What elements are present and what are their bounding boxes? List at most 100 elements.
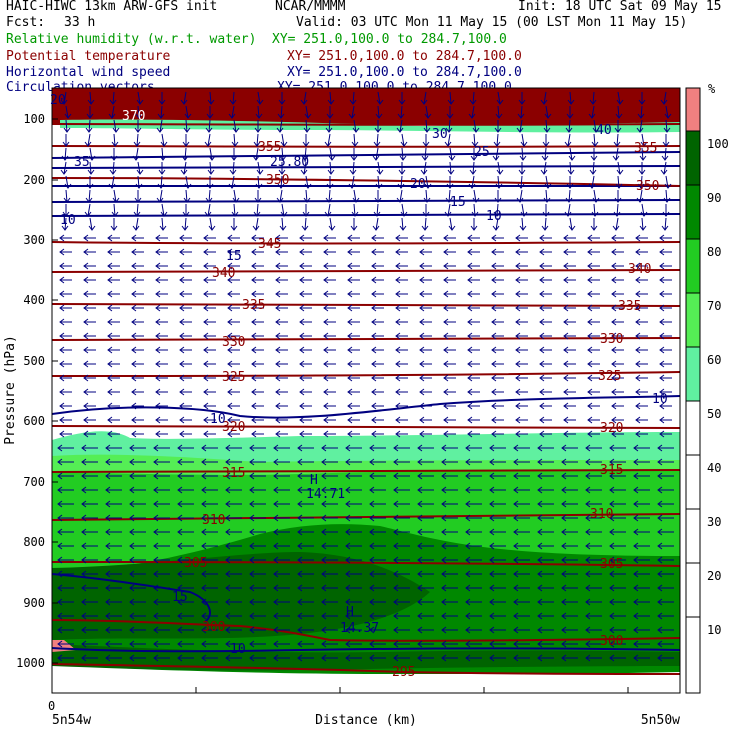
- circulation-vector: [585, 486, 602, 494]
- circulation-vector: [203, 248, 216, 256]
- wind-contour-15: [52, 199, 680, 203]
- circulation-vector: [563, 234, 576, 242]
- circulation-vector: [515, 374, 528, 382]
- colorbar-level-50: [686, 347, 700, 401]
- circulation-vector: [443, 248, 456, 256]
- circulation-vector: [664, 175, 672, 189]
- circulation-vector: [609, 486, 626, 494]
- circulation-vector: [491, 332, 504, 340]
- circulation-vector: [179, 346, 192, 354]
- circulation-vector: [81, 654, 98, 662]
- circulation-vector: [323, 276, 336, 284]
- circulation-vector: [64, 175, 72, 189]
- circulation-vector: [136, 91, 144, 105]
- legend-rh-label: Relative humidity (w.r.t. water): [6, 32, 257, 47]
- circulation-vector: [201, 556, 218, 564]
- circulation-vector: [446, 176, 454, 189]
- circulation-vector: [254, 190, 262, 203]
- circulation-vector: [561, 486, 578, 494]
- circulation-vector: [251, 346, 264, 354]
- circulation-vector: [177, 612, 194, 620]
- circulation-vector: [492, 147, 500, 161]
- circulation-vector: [591, 133, 599, 147]
- circulation-vector: [203, 332, 216, 340]
- circulation-vector: [441, 514, 458, 522]
- circulation-vector: [57, 556, 74, 564]
- circulation-vector: [182, 204, 190, 217]
- circulation-vector: [227, 388, 240, 396]
- circulation-vector: [107, 234, 120, 242]
- circulation-vector: [324, 203, 332, 217]
- circulation-vector: [179, 248, 192, 256]
- circulation-vector: [489, 654, 506, 662]
- circulation-vector: [369, 458, 386, 466]
- circulation-vector: [153, 640, 170, 648]
- circulation-vector: [518, 92, 526, 105]
- circulation-vector: [107, 276, 120, 284]
- circulation-vector: [520, 203, 528, 217]
- circulation-vector: [516, 119, 524, 133]
- circulation-vector: [371, 374, 384, 382]
- circulation-vector: [424, 105, 432, 119]
- circulation-vector: [561, 500, 578, 508]
- circulation-vector: [441, 570, 458, 578]
- circulation-vector: [585, 612, 602, 620]
- circulation-vector: [446, 106, 454, 119]
- circulation-vector: [105, 472, 122, 480]
- circulation-vector: [321, 542, 338, 550]
- circulation-vector: [585, 584, 602, 592]
- circulation-vector: [229, 91, 237, 105]
- circulation-vector: [105, 584, 122, 592]
- circulation-vector: [325, 189, 333, 203]
- circulation-vector: [537, 556, 554, 564]
- theta-contour-340: [52, 269, 680, 273]
- circulation-vector: [609, 612, 626, 620]
- circulation-vector: [563, 374, 576, 382]
- circulation-vector: [273, 444, 290, 452]
- circulation-vector: [417, 612, 434, 620]
- circulation-vector: [249, 556, 266, 564]
- y-axis: 100 200 300 400 500 600 700 800 900 1000…: [3, 112, 58, 670]
- circulation-vector: [57, 598, 74, 606]
- circulation-vector: [541, 147, 549, 161]
- circulation-vector: [424, 175, 432, 189]
- circulation-vector: [563, 248, 576, 256]
- circulation-vector: [57, 458, 74, 466]
- circulation-vector: [633, 542, 650, 550]
- circulation-vector: [398, 162, 406, 175]
- circulation-vector: [369, 654, 386, 662]
- theta-label-370: 370: [122, 109, 145, 124]
- circulation-vector: [321, 598, 338, 606]
- circulation-vector: [62, 204, 70, 217]
- circulation-vector: [153, 612, 170, 620]
- circulation-vector: [537, 514, 554, 522]
- circulation-vector: [201, 444, 218, 452]
- circulation-vector: [561, 458, 578, 466]
- circulation-vector: [491, 360, 504, 368]
- circulation-vector: [297, 570, 314, 578]
- circulation-vector: [203, 430, 216, 438]
- circulation-vector: [275, 374, 288, 382]
- circulation-vector: [491, 290, 504, 298]
- circulation-vector: [249, 542, 266, 550]
- circulation-vector: [609, 640, 626, 648]
- circulation-vector: [256, 91, 264, 105]
- circulation-vector: [585, 556, 602, 564]
- circulation-vector: [417, 556, 434, 564]
- ytick-800: 800: [23, 535, 45, 549]
- circulation-vector: [513, 570, 530, 578]
- circulation-vector: [467, 276, 480, 284]
- circulation-vector: [568, 217, 576, 231]
- circulation-vector: [491, 248, 504, 256]
- circulation-vector: [635, 374, 648, 382]
- circulation-vector: [273, 570, 290, 578]
- circulation-vector: [85, 119, 93, 133]
- circulation-vector: [419, 346, 432, 354]
- circulation-vector: [495, 105, 503, 119]
- circulation-vector: [448, 147, 456, 161]
- circulation-vector: [275, 304, 288, 312]
- circulation-vector: [83, 374, 96, 382]
- circulation-vector: [441, 444, 458, 452]
- wind-label-25: 25: [474, 145, 490, 160]
- circulation-vector: [107, 416, 120, 424]
